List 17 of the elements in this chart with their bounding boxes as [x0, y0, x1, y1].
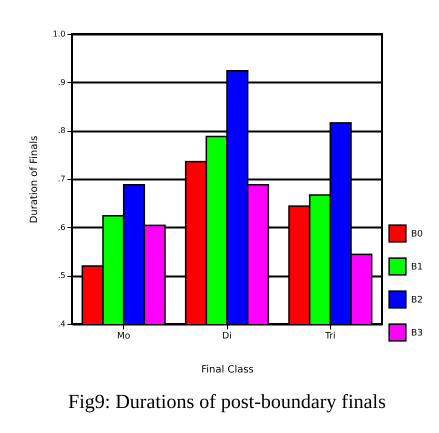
x-tick-label: Tri — [324, 332, 336, 342]
x-tick-label: Di — [222, 332, 232, 342]
legend-label: B0 — [411, 230, 424, 240]
legend-label: B3 — [411, 328, 423, 338]
y-tick-label: 1.0 — [52, 30, 66, 38]
y-tick-label: .4 — [58, 320, 66, 328]
legend-label: B1 — [411, 262, 423, 272]
y-tick-label: .9 — [58, 78, 66, 87]
x-axis-title: Final Class — [201, 364, 254, 376]
legend-label: B2 — [411, 296, 423, 306]
y-axis-title: Duration of Finals — [28, 136, 40, 224]
x-tick-label: Mo — [117, 332, 131, 342]
caption: Fig9: Durations of post-boundary finals — [68, 391, 386, 413]
y-tick-label: .7 — [58, 174, 66, 184]
y-tick-label: .8 — [58, 126, 66, 136]
y-tick-label: .6 — [58, 222, 66, 232]
y-tick-label: .5 — [58, 271, 66, 280]
